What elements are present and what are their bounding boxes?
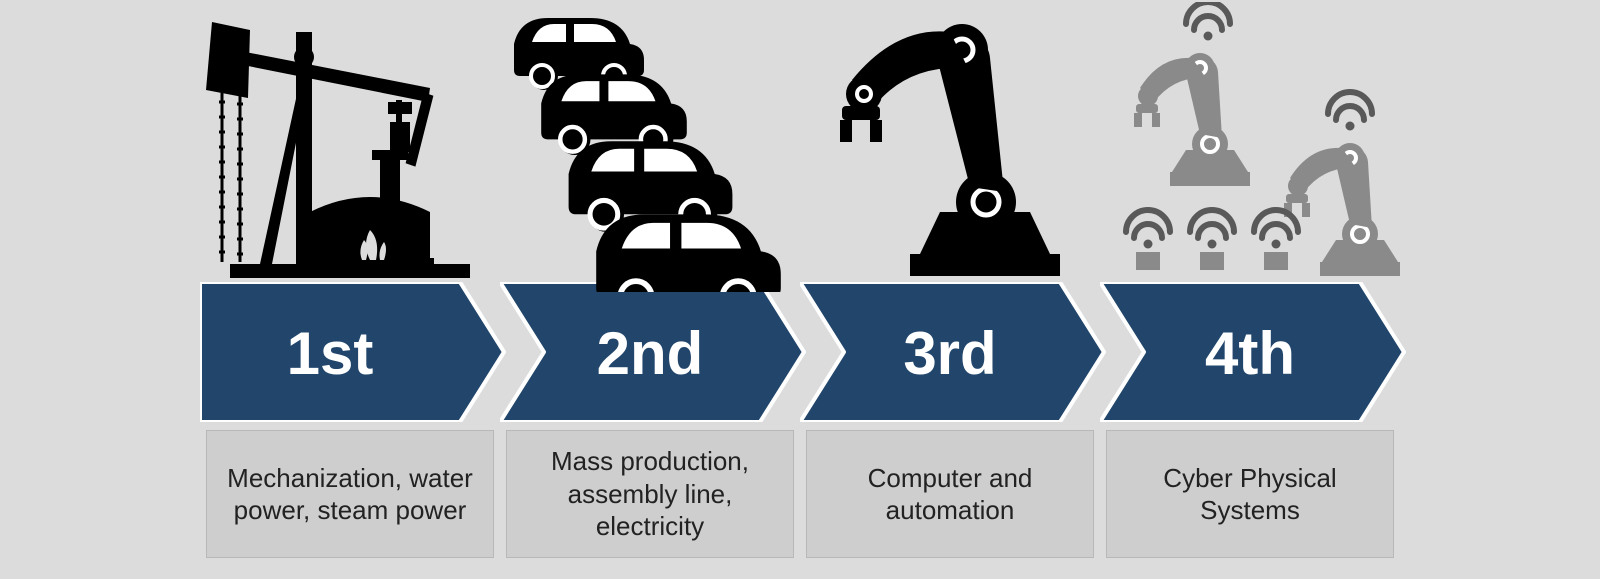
stage-1: 1st Mechanization, water power, steam po… (200, 0, 500, 579)
stage-2-chevron: 2nd (500, 282, 800, 422)
stage-3: 3rd Computer and automation (800, 0, 1100, 579)
infographic-canvas: 1st Mechanization, water power, steam po… (0, 0, 1600, 579)
stage-4: 4th Cyber Physical Systems (1100, 0, 1400, 579)
stage-4-icon-area (1100, 0, 1400, 282)
stage-1-description: Mechanization, water power, steam power (206, 430, 494, 558)
stage-3-chevron: 3rd (800, 282, 1100, 422)
stage-3-icon-area (800, 0, 1100, 282)
stage-2: 2nd Mass production, assembly line, elec… (500, 0, 800, 579)
stage-1-label: 1st (287, 320, 374, 387)
stage-4-description: Cyber Physical Systems (1106, 430, 1394, 558)
pumpjack-furnace-icon (200, 2, 500, 282)
stage-3-label: 3rd (903, 320, 996, 387)
connected-robots-icon (1100, 2, 1420, 282)
stage-2-icon-area (500, 0, 800, 282)
stage-1-chevron: 1st (200, 282, 500, 422)
stage-4-chevron: 4th (1100, 282, 1400, 422)
cars-assembly-icon (500, 0, 800, 292)
stage-1-icon-area (200, 0, 500, 282)
robot-arm-icon (800, 2, 1100, 282)
stage-4-label: 4th (1205, 320, 1295, 387)
stage-2-label: 2nd (597, 320, 704, 387)
stages-row: 1st Mechanization, water power, steam po… (200, 0, 1400, 579)
stage-2-description: Mass production, assembly line, electric… (506, 430, 794, 558)
stage-3-description: Computer and automation (806, 430, 1094, 558)
